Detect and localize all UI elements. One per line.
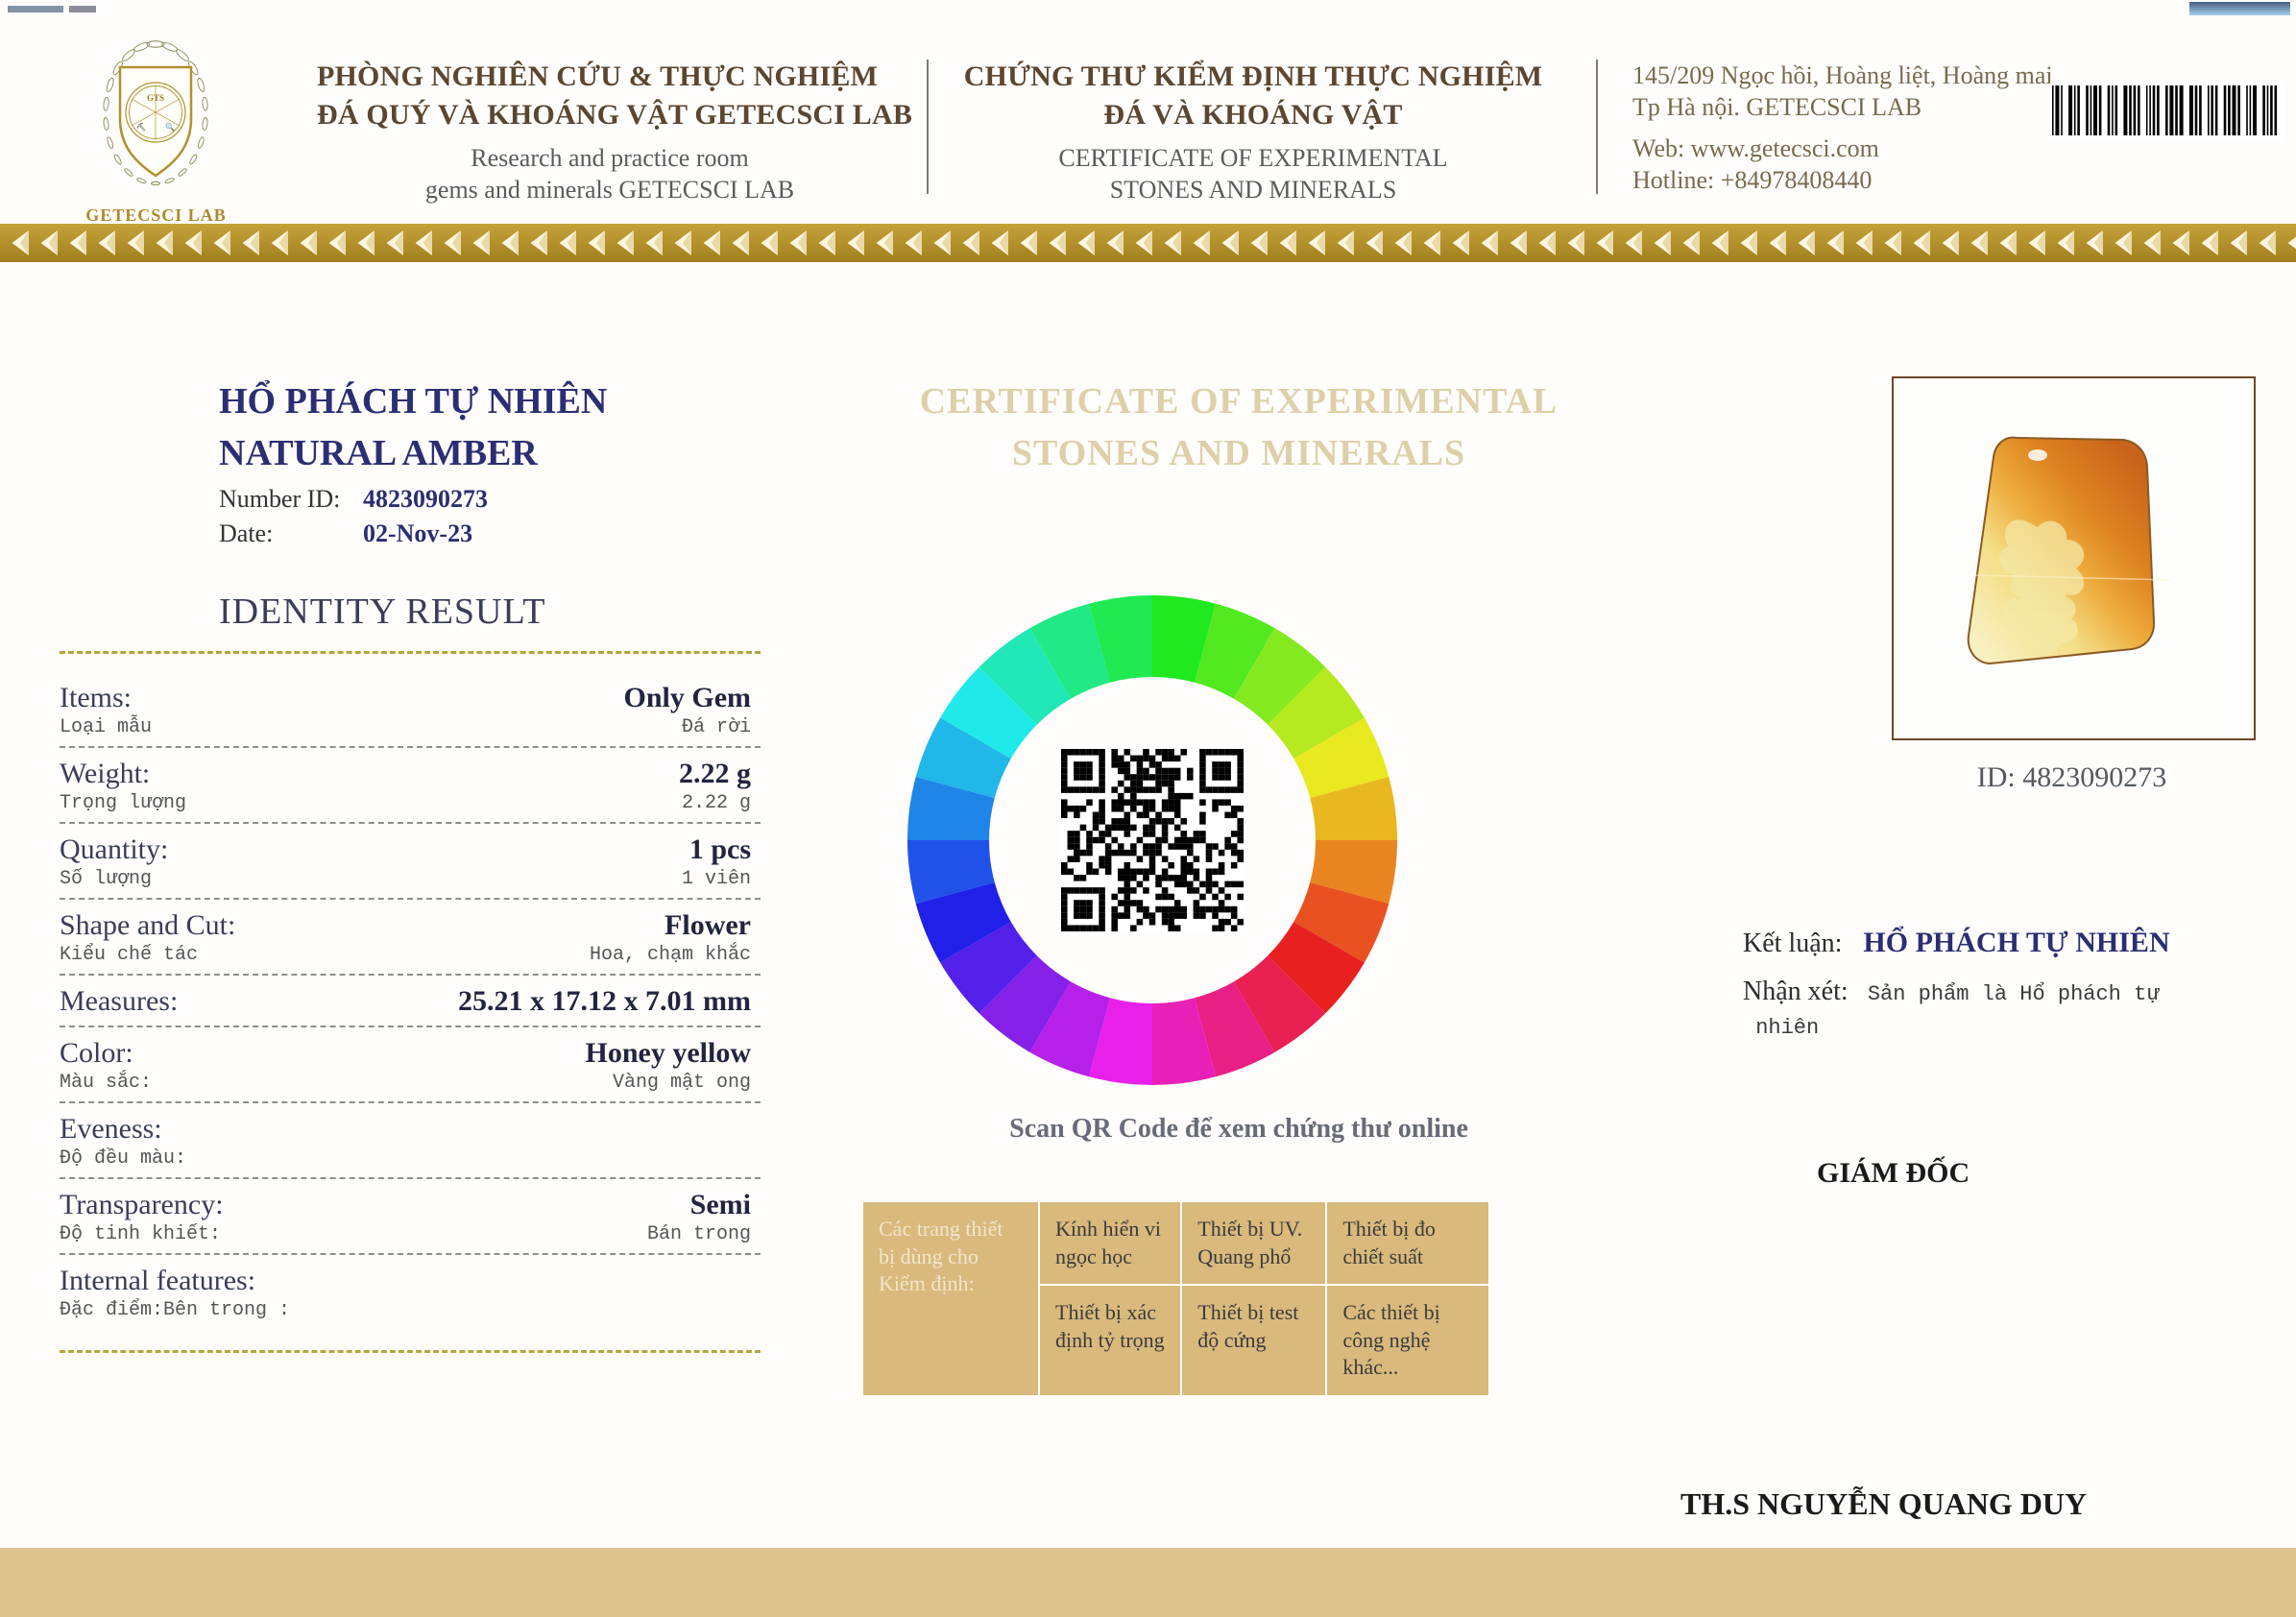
svg-text:🔍: 🔍 <box>165 122 175 132</box>
svg-text:GTS: GTS <box>147 93 164 103</box>
svg-text:⛏: ⛏ <box>136 123 146 132</box>
